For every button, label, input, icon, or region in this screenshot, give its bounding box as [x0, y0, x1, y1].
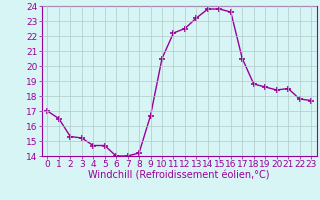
X-axis label: Windchill (Refroidissement éolien,°C): Windchill (Refroidissement éolien,°C): [88, 171, 270, 181]
